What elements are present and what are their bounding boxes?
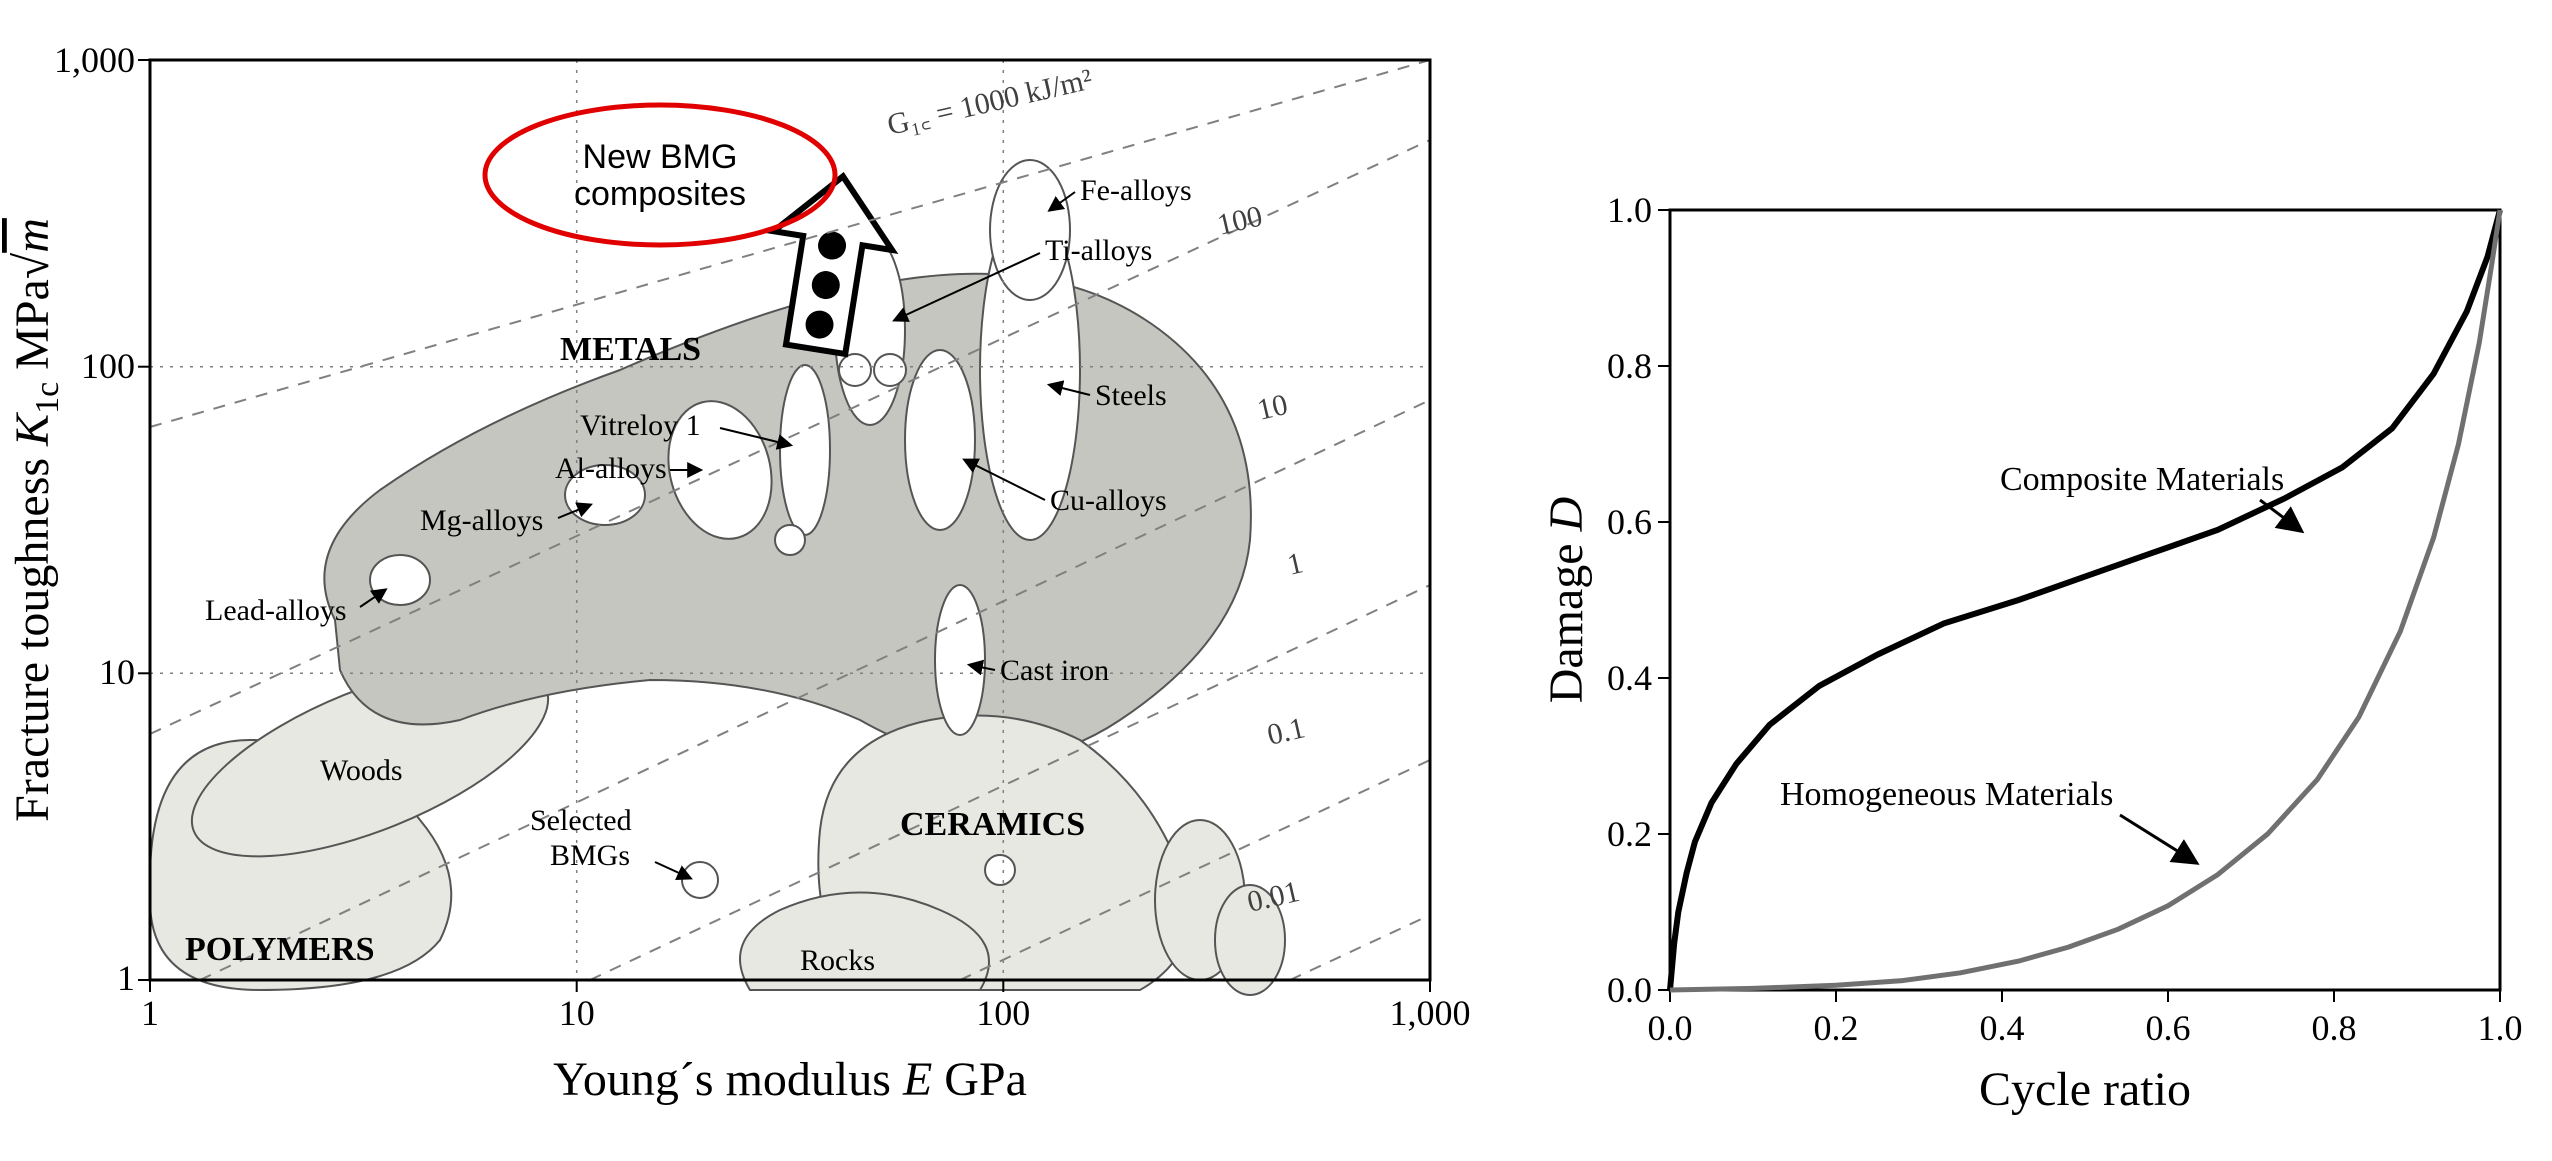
bubble-vitreloy1 [780, 365, 830, 535]
svg-text:CERAMICS: CERAMICS [900, 806, 1085, 843]
bmg-callout: New BMG composites [485, 105, 835, 245]
svg-text:1,000: 1,000 [1390, 993, 1471, 1033]
ashby-chart: 1 10 100 1,000 1 10 100 1,000 Young´s mo… [0, 0, 1500, 1161]
svg-text:Vitreloy 1: Vitreloy 1 [580, 409, 701, 442]
svg-text:0.0: 0.0 [1648, 1008, 1693, 1048]
bubble-small1 [775, 525, 805, 555]
svg-text:0.8: 0.8 [2312, 1008, 2357, 1048]
svg-text:1.0: 1.0 [2478, 1008, 2523, 1048]
right-x-label: Cycle ratio [1979, 1063, 2191, 1116]
svg-text:Mg-alloys: Mg-alloys [420, 504, 543, 537]
svg-text:Ti-alloys: Ti-alloys [1045, 234, 1152, 267]
svg-text:0.4: 0.4 [1607, 658, 1652, 698]
svg-text:Selected: Selected [530, 804, 632, 837]
right-y-label: Damage D [1540, 497, 1593, 704]
series-homogeneous [1670, 210, 2500, 990]
svg-text:0.6: 0.6 [2146, 1008, 2191, 1048]
svg-text:G₁꜀ = 1000 kJ/m²: G₁꜀ = 1000 kJ/m² [884, 63, 1095, 142]
svg-text:0.01: 0.01 [1244, 875, 1303, 919]
x-axis-label: Young´s modulus E GPa [553, 1053, 1027, 1106]
damage-chart: 0.0 0.2 0.4 0.6 0.8 1.0 0.0 0.2 0.4 0.6 … [1540, 150, 2540, 1150]
svg-text:10: 10 [99, 652, 135, 692]
svg-text:0.8: 0.8 [1607, 346, 1652, 386]
y-tick-labels: 1 10 100 1,000 [54, 40, 135, 998]
arrow-homogeneous [2120, 815, 2195, 862]
y-axis-label: Fracture toughness K1c MPa√m [6, 218, 66, 822]
svg-text:0.2: 0.2 [1814, 1008, 1859, 1048]
svg-text:1,000: 1,000 [54, 40, 135, 80]
figure-container: 1 10 100 1,000 1 10 100 1,000 Young´s mo… [0, 0, 2552, 1161]
bubble-cer-dot [985, 855, 1015, 885]
svg-text:Cast iron: Cast iron [1000, 654, 1109, 687]
svg-text:Woods: Woods [320, 754, 403, 787]
svg-text:100: 100 [81, 346, 135, 386]
svg-text:1.0: 1.0 [1607, 190, 1652, 230]
svg-text:Rocks: Rocks [800, 944, 875, 977]
right-y-tick-labels: 0.0 0.2 0.4 0.6 0.8 1.0 [1607, 190, 1652, 1010]
svg-text:1: 1 [117, 958, 135, 998]
svg-text:100: 100 [1214, 200, 1265, 242]
svg-text:0.0: 0.0 [1607, 970, 1652, 1010]
bubble-cast-iron [935, 585, 985, 735]
arrow-composite [2260, 500, 2300, 530]
svg-text:Fe-alloys: Fe-alloys [1080, 174, 1192, 207]
x-tick-labels: 1 10 100 1,000 [141, 993, 1471, 1033]
svg-text:composites: composites [574, 175, 746, 213]
svg-text:Lead-alloys: Lead-alloys [205, 594, 347, 627]
svg-text:METALS: METALS [560, 331, 701, 368]
svg-text:0.4: 0.4 [1980, 1008, 2025, 1048]
series-composite [1670, 210, 2500, 990]
svg-text:New BMG: New BMG [583, 138, 738, 176]
svg-text:Steels: Steels [1095, 379, 1167, 412]
svg-text:1: 1 [141, 993, 159, 1033]
svg-text:100: 100 [976, 993, 1030, 1033]
label-homogeneous: Homogeneous Materials [1780, 776, 2113, 813]
bubble-small2 [839, 354, 871, 386]
svg-text:BMGs: BMGs [550, 839, 630, 872]
svg-text:0.6: 0.6 [1607, 502, 1652, 542]
svg-text:Al-alloys: Al-alloys [555, 452, 667, 485]
bubble-selected-bmgs [682, 862, 718, 898]
bubble-small3 [874, 354, 906, 386]
svg-text:10: 10 [559, 993, 595, 1033]
svg-text:Cu-alloys: Cu-alloys [1050, 484, 1167, 517]
svg-text:POLYMERS: POLYMERS [185, 931, 375, 968]
svg-text:1: 1 [1284, 546, 1306, 582]
bubble-cu-alloys [905, 350, 975, 530]
right-ticks [1658, 210, 2500, 1002]
svg-text:0.1: 0.1 [1264, 711, 1308, 752]
svg-text:10: 10 [1254, 388, 1291, 427]
plot-frame-right [1670, 210, 2500, 990]
svg-text:0.2: 0.2 [1607, 814, 1652, 854]
label-composite: Composite Materials [2000, 461, 2284, 498]
bubble-fe-alloys [990, 160, 1070, 300]
bubble-lead-alloys [370, 555, 430, 605]
right-x-tick-labels: 0.0 0.2 0.4 0.6 0.8 1.0 [1648, 1008, 2523, 1048]
